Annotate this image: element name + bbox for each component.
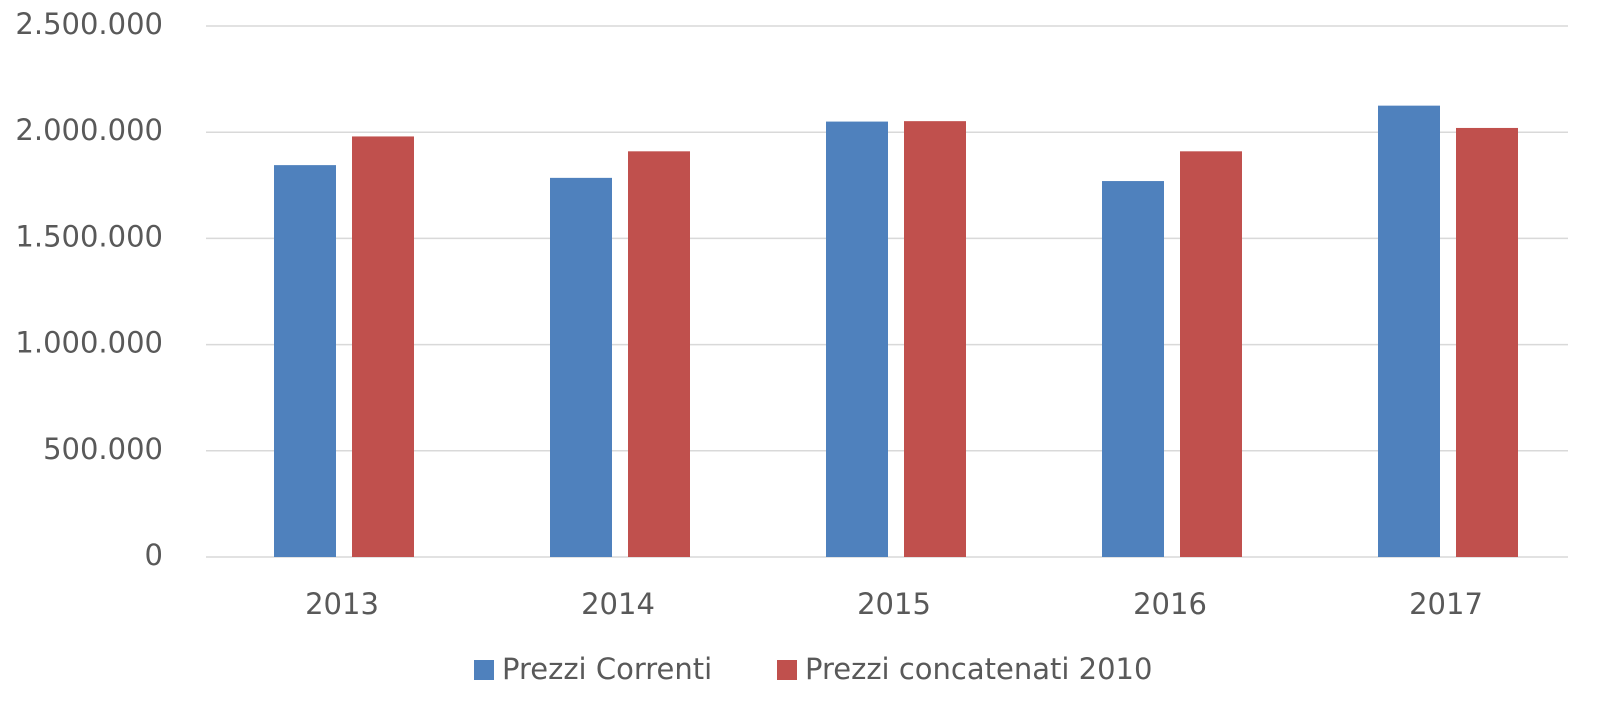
legend-label: Prezzi concatenati 2010 <box>805 652 1152 686</box>
legend-swatch <box>777 660 797 680</box>
bar <box>826 121 888 557</box>
bar <box>1378 105 1440 558</box>
x-tick-label: 2017 <box>1409 587 1483 621</box>
x-tick-label: 2016 <box>1133 587 1207 621</box>
bar <box>352 136 414 557</box>
y-tick-label: 2.500.000 <box>15 7 163 41</box>
bar <box>274 165 336 557</box>
x-tick-label: 2014 <box>581 587 655 621</box>
y-tick-label: 1.500.000 <box>15 219 163 253</box>
bar <box>550 177 612 557</box>
y-tick-label: 500.000 <box>43 432 163 466</box>
legend-label: Prezzi Correnti <box>502 652 712 686</box>
legend-swatch <box>474 660 494 680</box>
y-tick-label: 2.000.000 <box>15 113 163 147</box>
bar <box>1456 127 1518 558</box>
bar <box>628 151 690 558</box>
x-tick-label: 2013 <box>305 587 379 621</box>
bar <box>1102 181 1164 557</box>
y-tick-label: 0 <box>145 538 163 572</box>
bar <box>904 121 966 557</box>
y-tick-label: 1.000.000 <box>15 326 163 360</box>
bar <box>1180 151 1242 558</box>
x-tick-label: 2015 <box>857 587 931 621</box>
